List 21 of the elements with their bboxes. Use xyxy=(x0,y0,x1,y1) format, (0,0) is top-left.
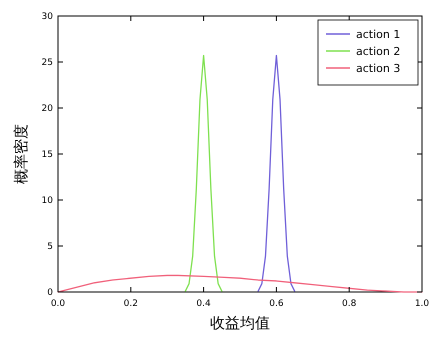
line-series xyxy=(184,54,222,292)
legend-label: action 2 xyxy=(356,45,400,58)
y-tick-label: 30 xyxy=(42,12,54,22)
x-tick-label: 0.8 xyxy=(342,299,357,309)
y-tick-label: 10 xyxy=(42,196,54,206)
x-tick-label: 0.4 xyxy=(196,299,212,309)
x-tick-label: 0.0 xyxy=(50,299,66,309)
line-series xyxy=(258,54,296,292)
legend-label: action 1 xyxy=(356,28,400,41)
y-tick-label: 20 xyxy=(42,104,54,114)
x-tick-label: 0.6 xyxy=(269,299,284,309)
line-series xyxy=(57,274,423,293)
y-tick-label: 5 xyxy=(47,242,53,252)
y-tick-label: 0 xyxy=(47,288,54,298)
x-tick-label: 1.0 xyxy=(414,299,430,309)
y-tick-label: 15 xyxy=(42,150,53,160)
y-axis-title: 概率密度 xyxy=(12,124,30,184)
x-tick-label: 0.2 xyxy=(124,299,138,309)
legend-label: action 3 xyxy=(356,62,400,75)
y-tick-label: 25 xyxy=(42,58,53,68)
x-axis-title: 收益均值 xyxy=(210,314,270,332)
